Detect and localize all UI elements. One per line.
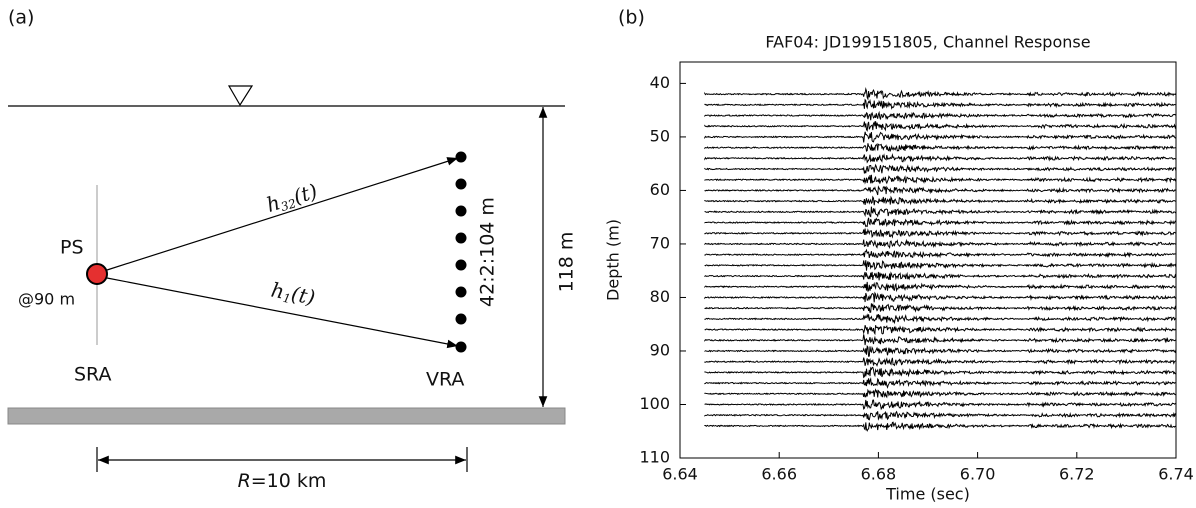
trace <box>704 153 1177 164</box>
receiver <box>455 259 467 271</box>
panel-label: (a) <box>8 7 34 29</box>
trace <box>704 388 1177 399</box>
trace <box>704 281 1177 293</box>
water-depth: 118 m <box>556 232 578 293</box>
trace <box>704 248 1177 259</box>
trace <box>704 174 1177 185</box>
receiver <box>455 341 467 353</box>
surface-marker <box>227 85 254 107</box>
y-tick-label: 50 <box>650 126 670 145</box>
source-label: PS <box>60 237 84 259</box>
trace <box>704 410 1176 421</box>
trace <box>704 98 1177 110</box>
receiver-depths: 42:2:104 m <box>477 197 499 307</box>
trace <box>704 334 1177 346</box>
path-arg: (t) <box>289 281 317 309</box>
trace <box>704 421 1177 432</box>
path-sub: 32 <box>279 196 298 214</box>
trace <box>704 217 1177 228</box>
receiver <box>455 205 467 217</box>
trace <box>704 376 1176 389</box>
trace <box>704 344 1177 357</box>
y-tick-label: 100 <box>639 394 670 413</box>
trace <box>704 185 1177 196</box>
trace <box>704 131 1177 143</box>
trace <box>704 238 1177 249</box>
trace <box>704 120 1177 132</box>
range-label: R=10 km <box>238 470 327 492</box>
trace <box>704 142 1177 153</box>
x-tick-label: 6.66 <box>761 465 797 484</box>
trace <box>704 228 1177 239</box>
y-tick-label: 40 <box>650 73 670 92</box>
range-symbol: R <box>238 470 251 492</box>
seabed <box>7 407 566 425</box>
x-axis-label: Time (sec) <box>885 485 970 504</box>
trace <box>704 313 1177 325</box>
receiver <box>455 286 467 298</box>
receiver-dots <box>455 151 467 353</box>
trace <box>704 399 1177 411</box>
receiver <box>455 178 467 190</box>
y-tick-label: 70 <box>650 233 670 252</box>
waveform-chart: (b) FAF04: JD199151805, Channel Response… <box>604 7 1194 504</box>
trace <box>704 195 1177 206</box>
path-base: h <box>269 277 286 303</box>
lower-path-arrow <box>106 277 459 349</box>
panel-label: (b) <box>618 7 645 29</box>
x-tick-label: 6.68 <box>861 465 897 484</box>
x-tick-label: 6.70 <box>960 465 996 484</box>
trace <box>704 366 1177 379</box>
path-sub: 1 <box>282 290 292 305</box>
y-axis-label: Depth (m) <box>604 219 623 301</box>
trace <box>704 110 1177 121</box>
trace <box>704 260 1177 271</box>
receiver <box>455 313 467 325</box>
y-tick-label: 60 <box>650 180 670 199</box>
trace <box>704 325 1177 336</box>
trace <box>704 357 1177 367</box>
receiver <box>455 232 467 244</box>
upper-path-arrow <box>106 157 459 271</box>
trace <box>704 206 1177 218</box>
lower-path-label: h1(t) <box>269 277 317 310</box>
range-value: =10 km <box>251 470 327 492</box>
vra-label: VRA <box>426 369 464 391</box>
source <box>86 263 108 285</box>
diagram: (a) PS @90 m SRA VRA 42:2:104 m 118 m h 3… <box>7 7 578 492</box>
y-tick-label: 110 <box>639 448 670 467</box>
x-tick-label: 6.72 <box>1059 465 1095 484</box>
trace <box>704 302 1177 313</box>
trace <box>704 271 1177 281</box>
y-tick-label: 90 <box>650 340 670 359</box>
trace <box>704 291 1177 303</box>
trace <box>704 163 1177 174</box>
x-tick-label: 6.74 <box>1158 465 1194 484</box>
source-depth: @90 m <box>18 290 75 309</box>
x-tick-label: 6.64 <box>662 465 698 484</box>
chart-title: FAF04: JD199151805, Channel Response <box>765 33 1090 52</box>
receiver <box>455 151 467 163</box>
y-tick-label: 80 <box>650 287 670 306</box>
trace <box>704 87 1177 101</box>
plot-frame <box>679 61 1177 459</box>
sra-label: SRA <box>74 364 112 386</box>
